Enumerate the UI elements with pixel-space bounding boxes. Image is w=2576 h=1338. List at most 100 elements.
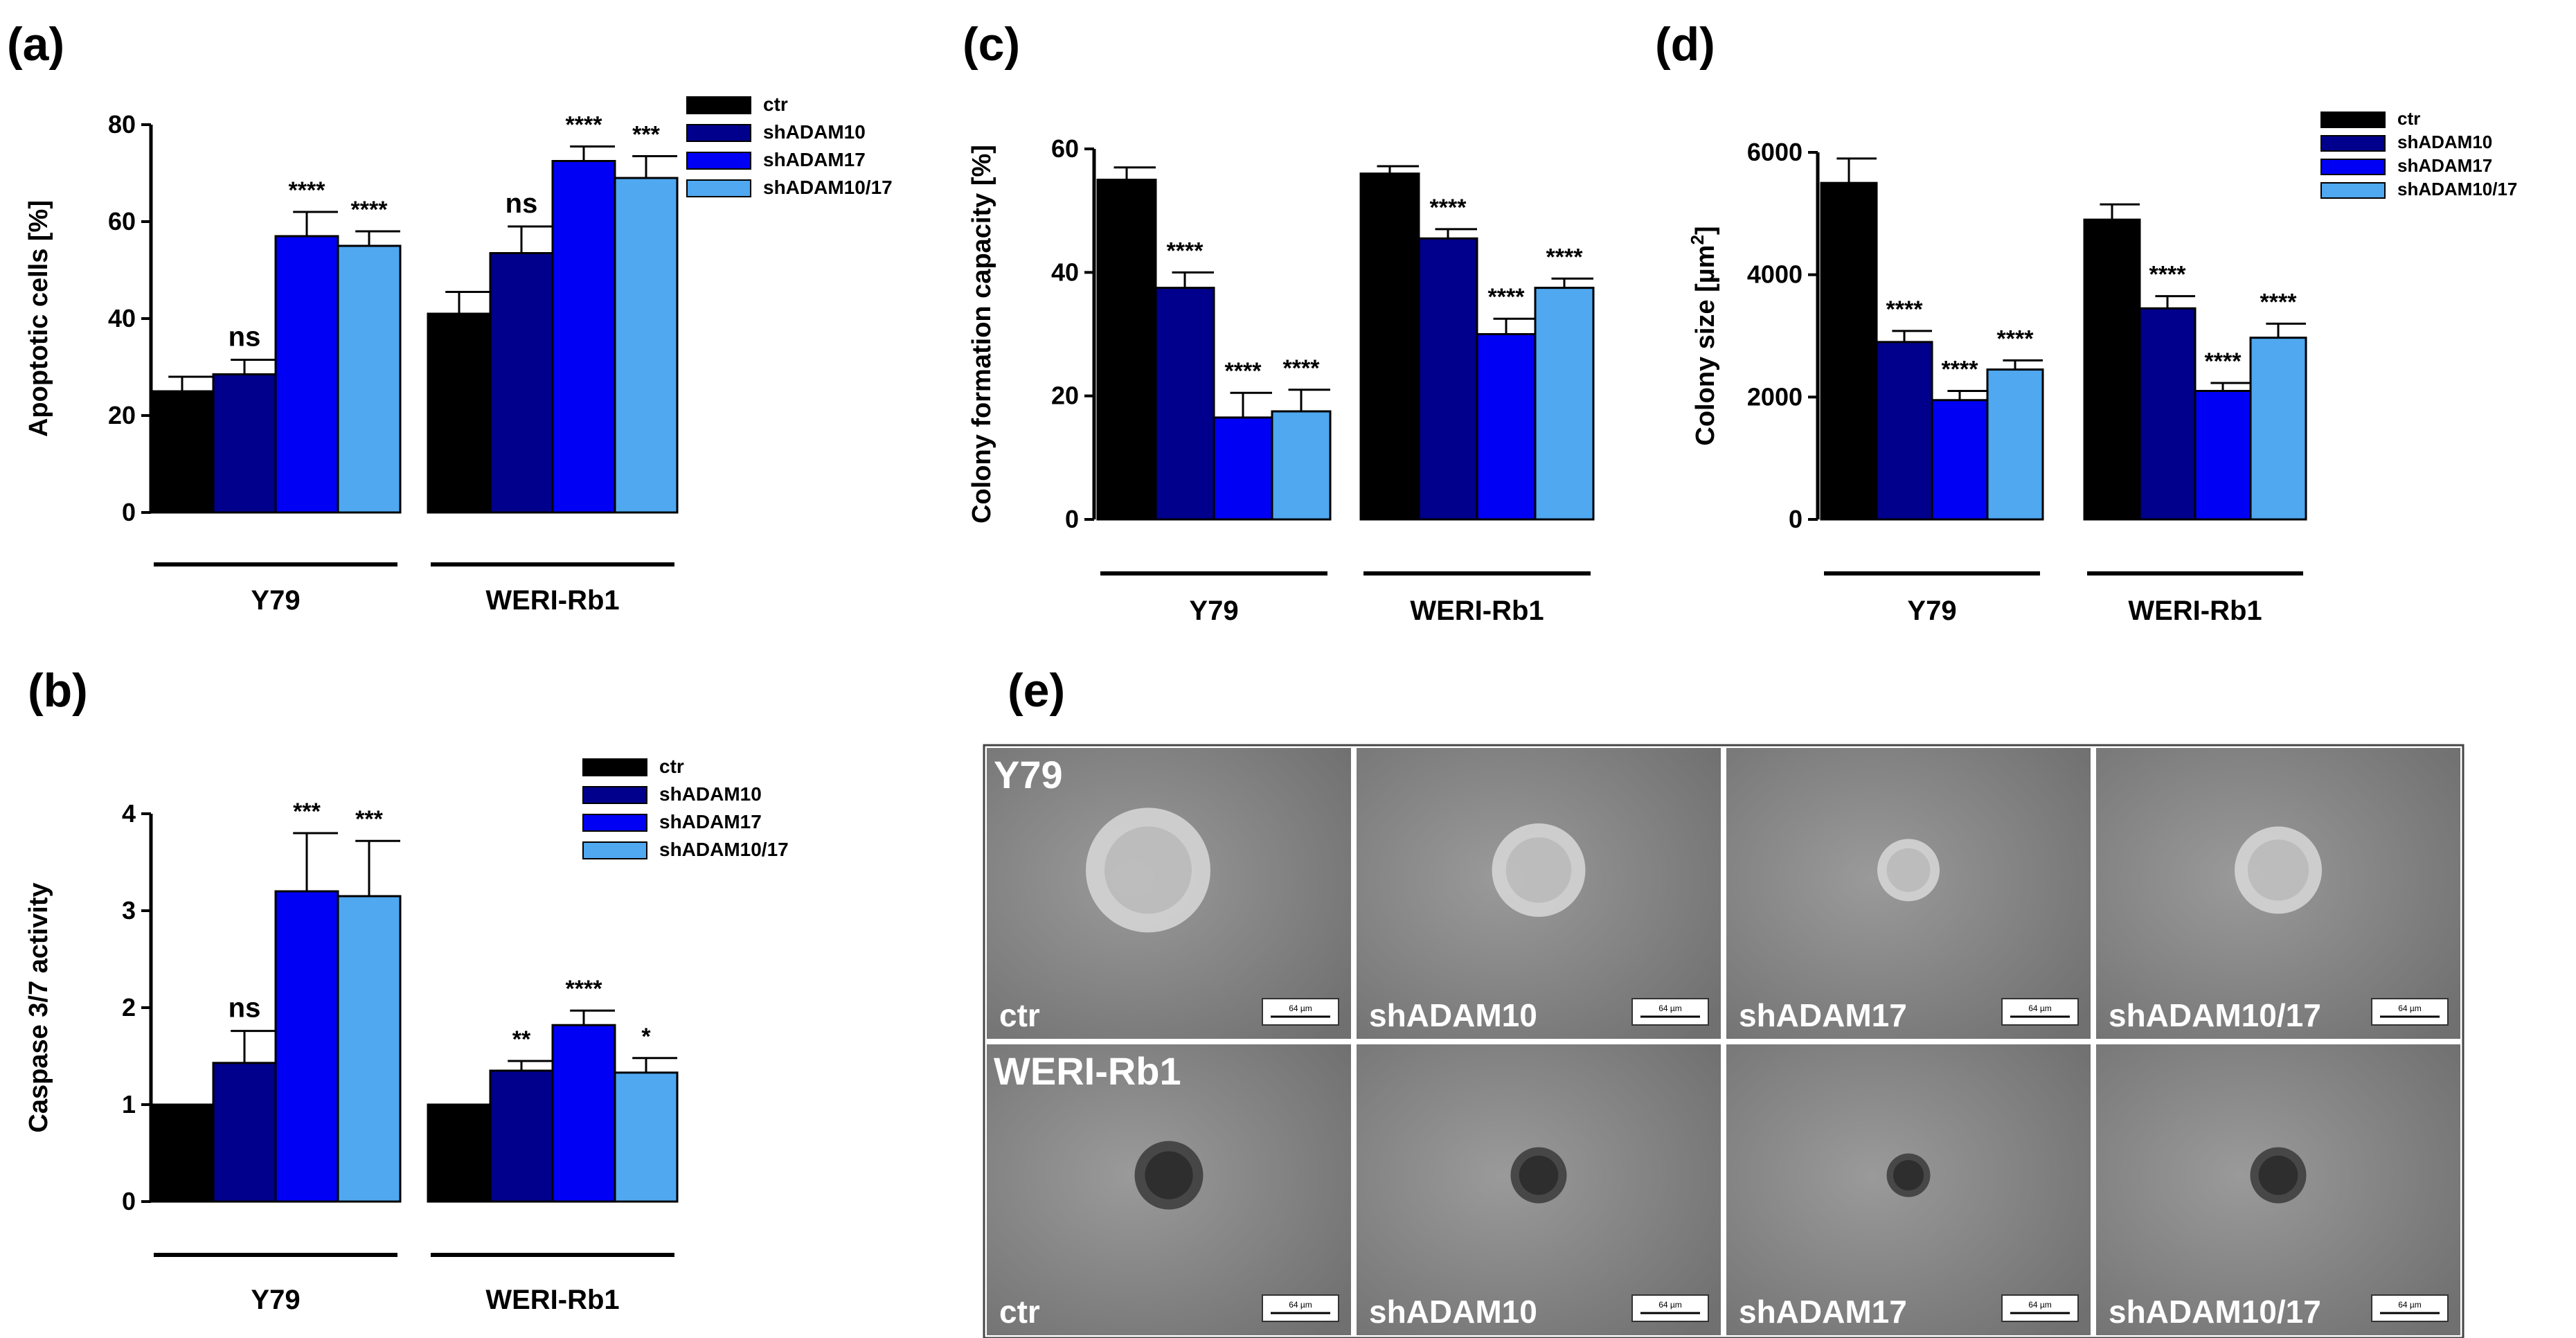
significance-label: **** — [1283, 355, 1321, 382]
bar-c-Y79-ctr — [1096, 179, 1157, 521]
legend-swatch-ctr — [2320, 112, 2386, 128]
y-axis-title-b: Caspase 3/7 activity — [24, 882, 53, 1132]
bar-d-Y79-shADAM10/17 — [1986, 368, 2044, 521]
y-tick-label-a: 20 — [108, 401, 136, 429]
legend-label: ctr — [659, 756, 684, 777]
y-tick-label-d: 2000 — [1747, 382, 1803, 411]
legend-swatch-shADAM10/17 — [2320, 182, 2386, 199]
group-label-WERI-Rb1: WERI-Rb1 — [2128, 596, 2262, 626]
bar-c-WERI-Rb1-ctr — [1359, 172, 1420, 521]
scale-bar-text: 64 µm — [1289, 1004, 1312, 1013]
bar-a-WERI-Rb1-ctr — [427, 312, 492, 514]
bar-d-WERI-Rb1-shADAM10/17 — [2249, 337, 2307, 521]
micrograph-condition-label: shADAM17 — [1739, 1294, 1907, 1330]
legend-label: ctr — [2397, 108, 2420, 129]
group-label-Y79: Y79 — [251, 585, 300, 616]
y-tick-label-b: 3 — [122, 896, 136, 925]
micrograph-condition-label: shADAM17 — [1739, 997, 1907, 1033]
micrograph-condition-label: ctr — [999, 997, 1040, 1033]
y-axis-title-a: Apoptotic cells [%] — [24, 200, 53, 437]
significance-label: **** — [1225, 358, 1262, 384]
scale-bar-box — [1631, 1294, 1709, 1322]
y-tick-label-b: 4 — [122, 799, 136, 828]
legend-swatch-shADAM17 — [686, 152, 751, 170]
legend-swatch-shADAM10/17 — [582, 841, 647, 859]
significance-label: **** — [1430, 195, 1467, 221]
y-axis-title-d: Colony size [µm2] — [1687, 226, 1720, 445]
bar-d-Y79-shADAM17 — [1931, 399, 1989, 521]
significance-label: **** — [289, 177, 326, 204]
y-tick-label-d: 0 — [1789, 505, 1803, 533]
group-label-Y79: Y79 — [251, 1285, 300, 1315]
significance-label: ns — [229, 993, 261, 1024]
significance-label: *** — [632, 122, 660, 148]
micrograph-condition-label: shADAM10 — [1369, 997, 1537, 1033]
micrograph-condition-label: shADAM10/17 — [2109, 1294, 2321, 1330]
y-tick-label-c: 0 — [1065, 505, 1079, 533]
y-tick-label-b: 0 — [122, 1187, 136, 1215]
bar-d-WERI-Rb1-shADAM17 — [2194, 390, 2252, 521]
group-label-WERI-Rb1: WERI-Rb1 — [1410, 596, 1544, 626]
bar-c-Y79-shADAM17 — [1213, 416, 1273, 521]
panel-label-e: (e) — [1008, 664, 1066, 717]
legend-label: shADAM17 — [763, 149, 866, 170]
bar-b-WERI-Rb1-shADAM10/17 — [614, 1071, 679, 1203]
significance-label: **** — [1997, 325, 2034, 352]
scale-bar-text: 64 µm — [1658, 1300, 1682, 1310]
significance-label: ** — [512, 1026, 531, 1053]
legend-label: shADAM17 — [2397, 155, 2492, 176]
colony-core — [2258, 1155, 2298, 1195]
group-label-WERI-Rb1: WERI-Rb1 — [485, 585, 619, 616]
bar-a-Y79-shADAM10/17 — [337, 244, 402, 514]
micrograph-row-label: WERI-Rb1 — [994, 1049, 1181, 1093]
y-tick-label-a: 40 — [108, 304, 136, 332]
y-tick-label-d: 4000 — [1747, 260, 1803, 289]
scale-bar-text: 64 µm — [1658, 1004, 1682, 1013]
y-tick-label-c: 60 — [1051, 134, 1079, 163]
bar-d-WERI-Rb1-shADAM10 — [2138, 307, 2197, 521]
bar-c-WERI-Rb1-shADAM17 — [1476, 333, 1537, 521]
bar-d-WERI-Rb1-ctr — [2083, 218, 2141, 521]
legend-swatch-shADAM10/17 — [686, 179, 751, 197]
scale-bar-box — [1631, 998, 1709, 1026]
chart-d: 0 2000 4000 6000 Colony size [µm2] **** **** **… — [1687, 108, 2517, 626]
chart-a: 0 20 40 60 80 Apoptotic cells [%] ns **** **** Y7… — [24, 93, 893, 616]
bar-b-Y79-shADAM17 — [274, 890, 339, 1203]
bar-c-Y79-shADAM10 — [1154, 287, 1215, 521]
colony-core — [1886, 848, 1931, 892]
y-tick-label-d: 6000 — [1747, 138, 1803, 166]
significance-label: **** — [351, 197, 388, 223]
panel-label-d: (d) — [1655, 18, 1715, 71]
colony-core — [2247, 839, 2309, 901]
colony-core — [1104, 826, 1192, 914]
legend-label: shADAM10/17 — [659, 839, 789, 860]
scale-bar-text: 64 µm — [2398, 1300, 2422, 1310]
bar-a-WERI-Rb1-shADAM17 — [551, 160, 616, 514]
colony-core — [1505, 837, 1572, 903]
significance-label: **** — [1488, 284, 1526, 310]
legend-swatch-shADAM10 — [686, 124, 751, 142]
scale-bar-text: 64 µm — [2028, 1004, 2052, 1013]
scale-bar-box — [1262, 998, 1339, 1026]
bar-b-Y79-ctr — [150, 1103, 215, 1203]
scale-bar-box — [2001, 998, 2079, 1026]
scale-bar-box — [2371, 998, 2449, 1026]
bar-b-WERI-Rb1-shADAM17 — [551, 1024, 616, 1203]
bar-b-WERI-Rb1-shADAM10 — [489, 1069, 554, 1203]
significance-label: **** — [1942, 357, 1979, 383]
micrograph-condition-label: shADAM10 — [1369, 1294, 1537, 1330]
scale-bar-text: 64 µm — [2398, 1004, 2422, 1013]
bar-a-Y79-shADAM17 — [274, 235, 339, 514]
y-tick-label-b: 2 — [122, 993, 136, 1022]
legend-swatch-ctr — [686, 96, 751, 114]
significance-label: *** — [355, 806, 383, 832]
significance-label: **** — [2205, 348, 2242, 375]
micrograph-grid: ctr 64 µm shADAM10 64 µm shADAM17 64 µm shADAM… — [983, 744, 2465, 1338]
significance-label: **** — [2149, 262, 2187, 288]
scale-bar-box — [2371, 1294, 2449, 1322]
legend-label: shADAM10 — [659, 783, 762, 805]
significance-label: **** — [1886, 296, 1924, 323]
y-tick-label-a: 80 — [108, 110, 136, 139]
colony-core — [1893, 1159, 1924, 1191]
